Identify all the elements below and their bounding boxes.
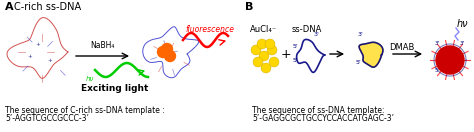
Text: 5': 5'	[292, 44, 298, 50]
Text: +: +	[36, 41, 40, 46]
Text: DMAB: DMAB	[389, 43, 415, 51]
Text: +: +	[281, 48, 292, 60]
Text: 5': 5'	[435, 68, 439, 73]
Text: 3': 3'	[313, 32, 319, 37]
Circle shape	[269, 57, 279, 67]
Text: The sequence of ss-DNA template:: The sequence of ss-DNA template:	[252, 106, 384, 115]
Text: 3': 3'	[459, 41, 465, 46]
Circle shape	[162, 44, 173, 55]
Text: Exciting light: Exciting light	[82, 84, 149, 93]
Circle shape	[436, 46, 464, 74]
Circle shape	[267, 45, 277, 55]
Text: The sequence of C-rich ss-DNA template :: The sequence of C-rich ss-DNA template :	[5, 106, 165, 115]
Circle shape	[253, 57, 263, 67]
Circle shape	[261, 63, 271, 73]
Text: 5': 5'	[355, 60, 361, 65]
Circle shape	[164, 51, 175, 62]
Text: 5': 5'	[292, 58, 298, 62]
Text: hν: hν	[86, 76, 94, 82]
Text: 5’-GAGGCGCTGCCYCCACCATGAGC-3’: 5’-GAGGCGCTGCCYCCACCATGAGC-3’	[252, 114, 394, 123]
Text: hν: hν	[456, 19, 468, 29]
Text: +: +	[47, 58, 52, 62]
Text: C-rich ss-DNA: C-rich ss-DNA	[14, 2, 81, 12]
Circle shape	[257, 39, 267, 49]
Circle shape	[265, 39, 275, 49]
Text: 5’-AGGTCGCCGCCC-3’: 5’-AGGTCGCCGCCC-3’	[5, 114, 89, 123]
Text: AuCl₄⁻: AuCl₄⁻	[250, 25, 278, 34]
Text: B: B	[245, 2, 254, 12]
Text: +: +	[27, 55, 32, 60]
Circle shape	[251, 45, 261, 55]
Text: ss-DNA: ss-DNA	[292, 25, 322, 34]
Circle shape	[259, 51, 269, 61]
Text: 3': 3'	[435, 41, 439, 46]
Text: NaBH₄: NaBH₄	[90, 41, 114, 50]
Text: A: A	[5, 2, 14, 12]
Text: 3': 3'	[357, 32, 363, 37]
Polygon shape	[359, 42, 383, 67]
Text: fluorescence: fluorescence	[185, 25, 235, 34]
Circle shape	[157, 46, 168, 58]
